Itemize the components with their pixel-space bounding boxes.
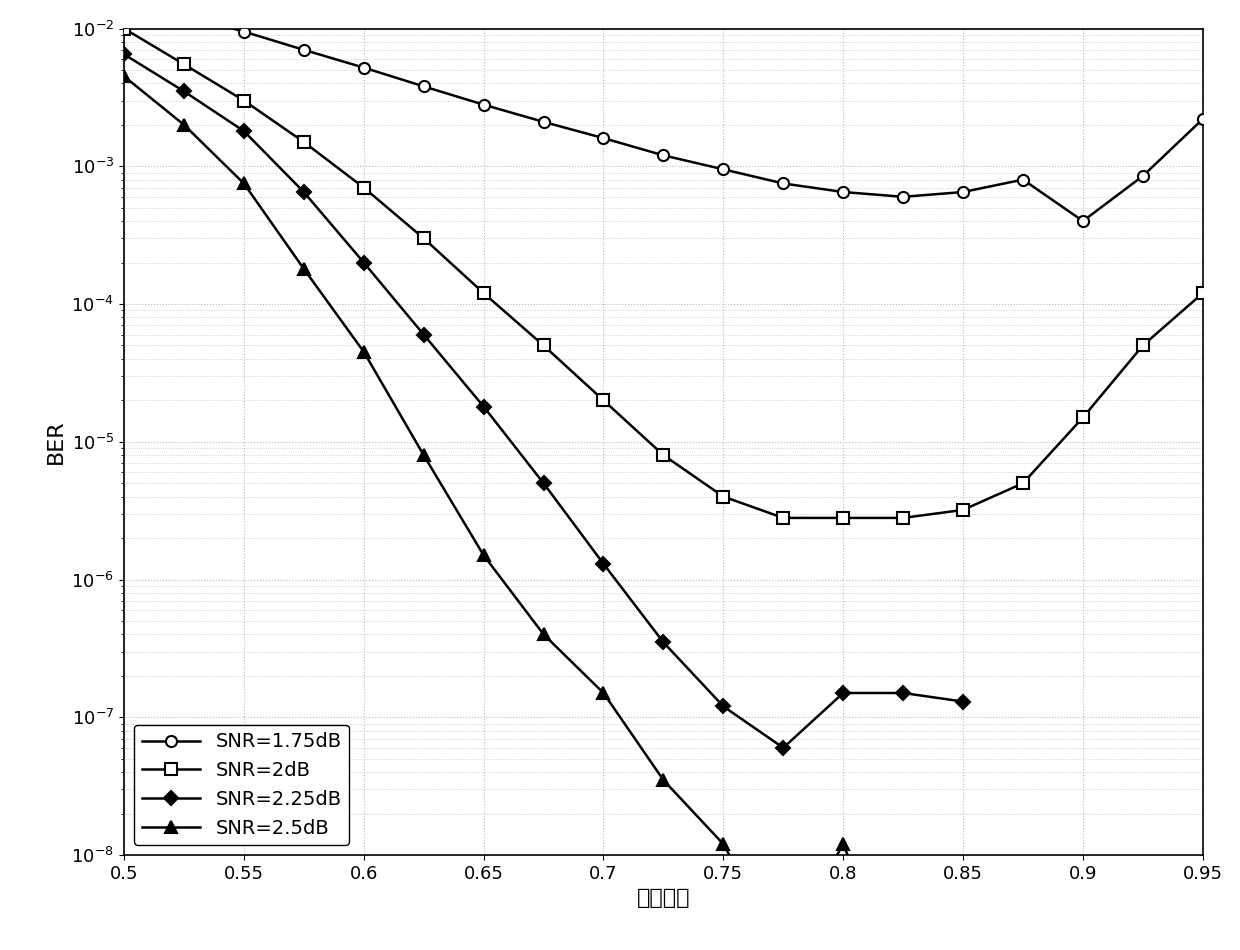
SNR=2dB — [1016, 478, 1030, 489]
SNR=2dB — [1075, 411, 1090, 423]
SNR=2.5dB — [536, 629, 551, 640]
SNR=1.75dB — [296, 44, 311, 55]
SNR=2.25dB — [536, 478, 551, 489]
SNR=2dB — [117, 23, 131, 34]
Line: SNR=2dB: SNR=2dB — [119, 23, 1208, 523]
SNR=1.75dB — [715, 163, 730, 175]
SNR=1.75dB — [1016, 174, 1030, 185]
SNR=2.5dB — [596, 687, 611, 698]
SNR=2dB — [1195, 288, 1210, 299]
Legend: SNR=1.75dB, SNR=2dB, SNR=2.25dB, SNR=2.5dB: SNR=1.75dB, SNR=2dB, SNR=2.25dB, SNR=2.5… — [134, 725, 350, 846]
SNR=2.25dB — [356, 256, 371, 268]
SNR=1.75dB — [656, 150, 671, 162]
SNR=1.75dB — [356, 62, 371, 73]
SNR=1.75dB — [1195, 113, 1210, 124]
SNR=2.5dB — [776, 945, 791, 950]
SNR=1.75dB — [176, 10, 191, 21]
Y-axis label: BER: BER — [46, 420, 66, 464]
SNR=2dB — [176, 59, 191, 70]
SNR=2dB — [476, 288, 491, 299]
SNR=2.5dB — [296, 263, 311, 275]
SNR=2.5dB — [117, 70, 131, 82]
SNR=2dB — [1136, 340, 1151, 352]
SNR=2.25dB — [596, 558, 611, 569]
SNR=2.5dB — [237, 178, 252, 189]
SNR=1.75dB — [776, 178, 791, 189]
SNR=1.75dB — [956, 186, 971, 198]
SNR=2.5dB — [356, 346, 371, 357]
SNR=2.5dB — [417, 449, 432, 461]
SNR=1.75dB — [476, 99, 491, 110]
SNR=2dB — [895, 512, 910, 523]
SNR=2.25dB — [417, 329, 432, 340]
SNR=2.25dB — [296, 186, 311, 198]
SNR=2dB — [536, 340, 551, 352]
SNR=2dB — [417, 233, 432, 244]
SNR=1.75dB — [1075, 216, 1090, 227]
SNR=2.5dB — [656, 774, 671, 786]
SNR=1.75dB — [417, 81, 432, 92]
SNR=2dB — [715, 491, 730, 503]
SNR=2.25dB — [895, 687, 910, 698]
SNR=2dB — [596, 394, 611, 406]
SNR=2.25dB — [656, 636, 671, 648]
SNR=2.25dB — [956, 695, 971, 707]
SNR=1.75dB — [836, 186, 851, 198]
Line: SNR=1.75dB: SNR=1.75dB — [119, 0, 1208, 227]
SNR=2dB — [776, 512, 791, 523]
SNR=2.5dB — [476, 549, 491, 560]
SNR=2.25dB — [117, 48, 131, 60]
SNR=2.25dB — [237, 125, 252, 137]
SNR=2dB — [296, 136, 311, 147]
SNR=1.75dB — [596, 132, 611, 143]
SNR=2.5dB — [715, 839, 730, 850]
SNR=2.5dB — [836, 839, 851, 850]
SNR=2dB — [956, 504, 971, 516]
Line: SNR=2.25dB: SNR=2.25dB — [119, 49, 968, 752]
SNR=2.25dB — [776, 742, 791, 753]
SNR=2.25dB — [836, 687, 851, 698]
SNR=1.75dB — [895, 191, 910, 202]
SNR=2dB — [237, 95, 252, 106]
SNR=2dB — [356, 181, 371, 193]
SNR=2dB — [836, 512, 851, 523]
SNR=2.5dB — [176, 119, 191, 130]
SNR=2dB — [656, 449, 671, 461]
SNR=2.25dB — [476, 401, 491, 412]
SNR=1.75dB — [536, 116, 551, 127]
Line: SNR=2.5dB: SNR=2.5dB — [119, 70, 909, 950]
SNR=1.75dB — [1136, 170, 1151, 181]
SNR=2.25dB — [176, 86, 191, 97]
SNR=1.75dB — [237, 26, 252, 37]
X-axis label: 乘性因子: 乘性因子 — [636, 888, 691, 908]
SNR=2.25dB — [715, 701, 730, 712]
